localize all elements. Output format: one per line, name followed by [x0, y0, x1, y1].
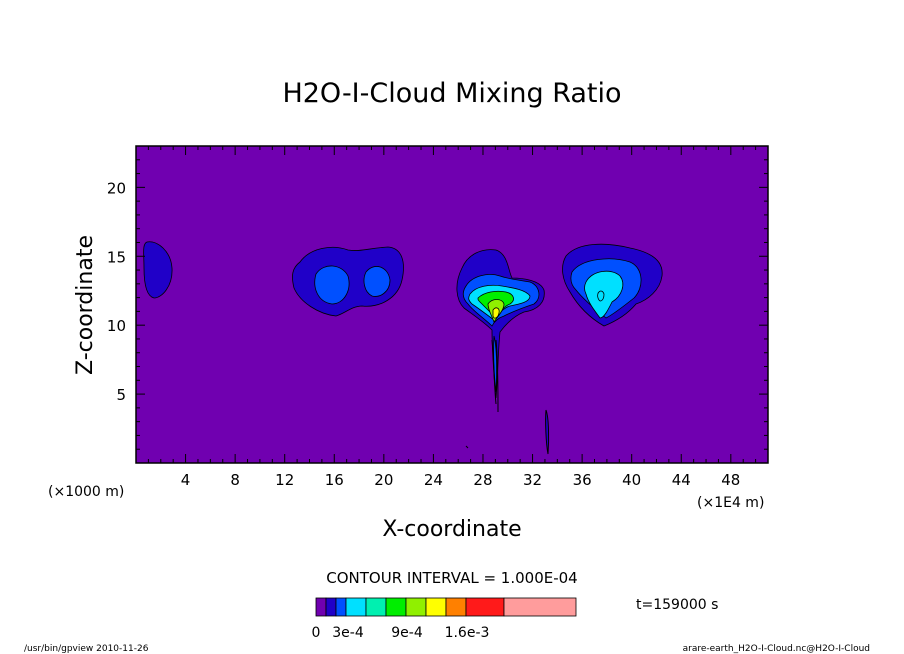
colorbar-label: 0 — [312, 625, 321, 641]
footer-left: /usr/bin/gpview 2010-11-26 — [24, 644, 149, 654]
y-tick-label: 5 — [116, 386, 126, 404]
contour-cloud16-inner-b — [363, 266, 391, 297]
contour-cloud16-inner-a — [314, 265, 350, 305]
y-tick-label: 15 — [107, 248, 126, 266]
plot-frame — [135, 145, 769, 464]
y-tick-label: 10 — [107, 317, 126, 335]
x-tick-label: 48 — [721, 471, 740, 489]
footer-right: arare-earth_H2O-I-Cloud.nc@H2O-I-Cloud — [683, 644, 870, 654]
axis-ticks — [136, 146, 768, 463]
y-tick-label: 20 — [107, 179, 126, 197]
colorbar-swatch — [335, 597, 347, 617]
colorbar-swatch — [325, 597, 337, 617]
x-tick-label: 36 — [573, 471, 592, 489]
colorbar-swatch — [345, 597, 367, 617]
x-unit-left: (×1000 m) — [48, 484, 124, 500]
x-tick-label: 40 — [622, 471, 641, 489]
contour-plume-tail — [495, 339, 499, 413]
contour-left-edge-outer — [143, 241, 173, 299]
colorbar-swatch — [405, 597, 427, 617]
colorbar-swatch — [385, 597, 407, 617]
contour-dot — [465, 445, 469, 449]
x-tick-label: 20 — [374, 471, 393, 489]
x-tick-label: 12 — [275, 471, 294, 489]
x-tick-label: 44 — [672, 471, 691, 489]
contour-plume-core — [492, 307, 500, 319]
x-axis-label: X-coordinate — [382, 517, 521, 542]
contour-interval-text: CONTOUR INTERVAL = 1.000E-04 — [326, 569, 577, 587]
colorbar-label: 9e-4 — [391, 625, 423, 641]
x-unit-right: (×1E4 m) — [697, 495, 764, 511]
colorbar-swatch — [365, 597, 387, 617]
colorbar-label: 3e-4 — [332, 625, 364, 641]
chart-title: H2O-I-Cloud Mixing Ratio — [282, 78, 621, 109]
time-text: t=159000 s — [636, 597, 718, 613]
x-tick-label: 8 — [230, 471, 240, 489]
x-tick-label: 32 — [523, 471, 542, 489]
colorbar-swatch — [503, 597, 577, 617]
plot-background — [136, 146, 768, 463]
x-tick-label: 28 — [473, 471, 492, 489]
x-tick-label: 16 — [325, 471, 344, 489]
colorbar-swatch — [315, 597, 327, 617]
colorbar-swatch — [425, 597, 447, 617]
contour-plume-stem — [493, 335, 497, 393]
x-tick-label: 4 — [181, 471, 191, 489]
colorbar-labels: 0 3e-4 9e-4 1.6e-3 — [312, 625, 490, 641]
contour-cloud38-line — [597, 290, 605, 302]
colorbar-label: 1.6e-3 — [445, 625, 490, 641]
colorbar — [315, 597, 577, 617]
colorbar-swatch — [465, 597, 505, 617]
y-axis-label: Z-coordinate — [73, 235, 98, 375]
colorbar-swatch — [445, 597, 467, 617]
contour-plume-tail-2 — [491, 339, 497, 405]
x-tick-label: 24 — [424, 471, 443, 489]
contour-stem-33 — [545, 409, 550, 455]
